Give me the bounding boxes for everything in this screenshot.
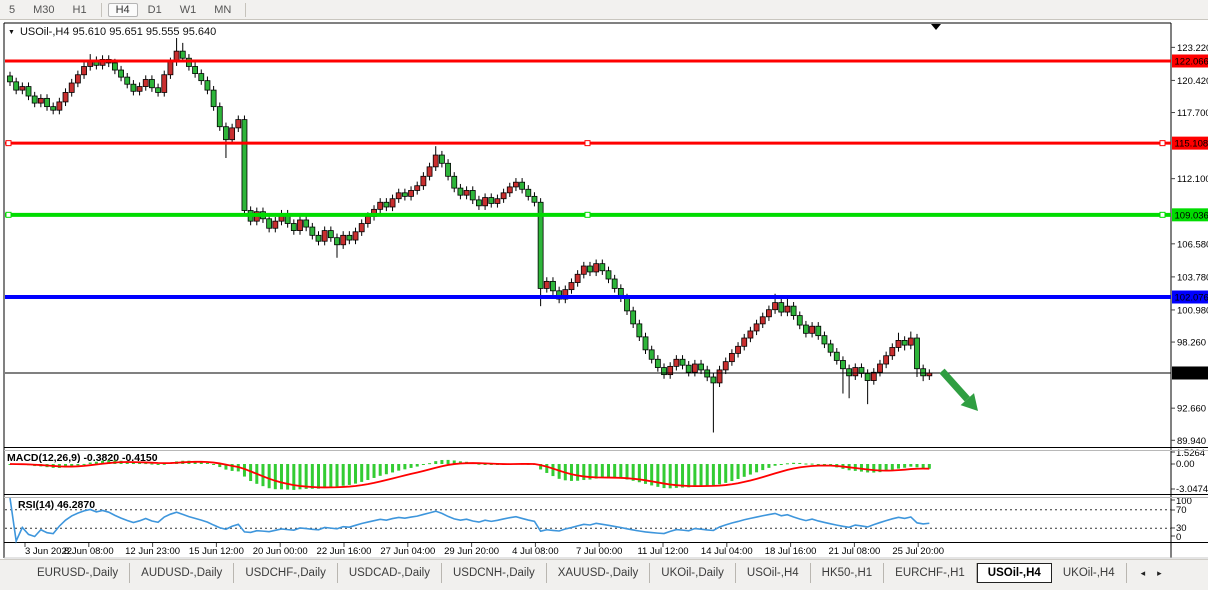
tab-xauusd-daily[interactable]: XAUUSD-,Daily bbox=[547, 563, 651, 583]
price-line-label-text: 122.066 bbox=[1175, 56, 1208, 67]
chart-borders bbox=[3, 22, 1208, 559]
timeframe-h4[interactable]: H4 bbox=[107, 2, 138, 17]
timeframe-toolbar: 5 M30 H1 H4 D1 W1 MN bbox=[0, 0, 1208, 20]
price-line-label bbox=[1172, 136, 1208, 150]
price-tick-label: 106.580 bbox=[1177, 239, 1208, 250]
time-tick-label: 18 Jul 16:00 bbox=[765, 546, 817, 557]
tab-scroll-controls: ◂ ▸ bbox=[1135, 563, 1168, 584]
price-line-label-text: 102.076 bbox=[1175, 293, 1208, 304]
time-tick-label: 12 Jun 23:00 bbox=[125, 546, 180, 557]
time-tick-label: 11 Jul 12:00 bbox=[637, 546, 688, 557]
time-tick-label: 25 Jul 20:00 bbox=[892, 546, 944, 557]
price-line-label bbox=[1172, 208, 1208, 222]
price-line-label-text: 115.108 bbox=[1175, 139, 1208, 150]
tab-scroll-right-icon[interactable]: ▸ bbox=[1157, 568, 1162, 578]
macd-axis-zero: 0.00 bbox=[1176, 459, 1195, 470]
rsi-axis-100: 100 bbox=[1176, 496, 1192, 507]
time-tick-label: 27 Jun 04:00 bbox=[380, 546, 435, 557]
line-selection-handle[interactable] bbox=[584, 211, 591, 218]
rsi-axis-0: 0 bbox=[1176, 532, 1181, 543]
time-tick-label: 7 Jul 00:00 bbox=[576, 546, 622, 557]
timeframe-h1[interactable]: H1 bbox=[72, 3, 87, 16]
tab-usdchf-daily[interactable]: USDCHF-,Daily bbox=[234, 563, 338, 583]
price-tick-label: 112.100 bbox=[1177, 174, 1208, 185]
rsi-axis-70: 70 bbox=[1176, 505, 1187, 516]
price-line-label bbox=[1172, 54, 1208, 68]
symbol-tab-bar: EURUSD-,Daily AUDUSD-,Daily USDCHF-,Daily U… bbox=[0, 559, 1208, 590]
tab-usdcad-daily[interactable]: USDCAD-,Daily bbox=[338, 563, 442, 583]
time-tick-label: 8 Jun 08:00 bbox=[64, 546, 114, 557]
timeframe-d1[interactable]: D1 bbox=[147, 3, 162, 16]
time-tick-label: 20 Jun 00:00 bbox=[253, 546, 308, 557]
timeframe-mn[interactable]: MN bbox=[214, 3, 232, 16]
price-tick-label: 123.220 bbox=[1177, 43, 1208, 54]
timeframe-5[interactable]: 5 bbox=[9, 3, 16, 16]
time-tick-label: 14 Jul 04:00 bbox=[701, 546, 753, 557]
macd-signal-line bbox=[9, 460, 930, 489]
price-tick-label: 120.420 bbox=[1177, 76, 1208, 87]
line-selection-handle[interactable] bbox=[584, 140, 591, 147]
chart-area[interactable]: MACD(12,26,9) -0.3820 -0.4150 RSI(14) 46… bbox=[0, 0, 1208, 559]
time-tick-label: 29 Jun 20:00 bbox=[444, 546, 499, 557]
candlestick-series bbox=[7, 34, 933, 433]
trend-arrow-annotation[interactable] bbox=[939, 368, 978, 411]
line-selection-handle[interactable] bbox=[1159, 211, 1166, 218]
time-tick-label: 4 Jul 08:00 bbox=[512, 546, 558, 557]
price-tick-label: 103.780 bbox=[1177, 272, 1208, 283]
macd-axis-max: 1.5264 bbox=[1176, 448, 1205, 459]
price-tick-label: 100.980 bbox=[1177, 305, 1208, 316]
horizontal-lines[interactable]: 122.066 115.108 109.036 102.076 95.640 bbox=[5, 54, 1208, 380]
tab-ukoil-h4[interactable]: UKOil-,H4 bbox=[1052, 563, 1127, 583]
tab-hk50-h1[interactable]: HK50-,H1 bbox=[811, 563, 885, 583]
time-tick-label: 21 Jul 08:00 bbox=[829, 546, 881, 557]
tab-eurusd-daily[interactable]: EURUSD-,Daily bbox=[26, 563, 131, 583]
time-tick-label: 3 Jun 2022 bbox=[25, 546, 72, 557]
tab-ukoil-daily[interactable]: UKOil-,Daily bbox=[650, 563, 736, 583]
price-line-label-text: 109.036 bbox=[1175, 210, 1208, 221]
rsi-line bbox=[9, 497, 930, 544]
tab-usoil-h4[interactable]: USOil-,H4 bbox=[736, 563, 811, 583]
price-line-label bbox=[1172, 366, 1208, 380]
time-tick-label: 15 Jun 12:00 bbox=[189, 546, 244, 557]
price-axis: 123.220 120.420 117.700 112.100 106.580 103.7… bbox=[1171, 43, 1208, 447]
chart-shift-marker[interactable] bbox=[931, 24, 941, 30]
macd-series bbox=[8, 459, 931, 490]
timeframe-m30[interactable]: M30 bbox=[33, 3, 55, 16]
price-line-label bbox=[1172, 290, 1208, 304]
timeframe-w1[interactable]: W1 bbox=[179, 3, 197, 16]
tab-audusd-daily[interactable]: AUDUSD-,Daily bbox=[130, 563, 235, 583]
rsi-axis-30: 30 bbox=[1176, 523, 1187, 534]
rsi-label: RSI(14) 46.2870 bbox=[18, 499, 95, 511]
price-tick-label: 89.940 bbox=[1177, 436, 1206, 447]
line-selection-handle[interactable] bbox=[5, 140, 12, 147]
tab-eurchf-h1[interactable]: EURCHF-,H1 bbox=[884, 563, 977, 583]
toolbar-separator bbox=[100, 2, 102, 17]
price-tick-label: 117.700 bbox=[1177, 108, 1208, 119]
line-selection-handle[interactable] bbox=[1159, 140, 1166, 147]
toolbar-separator bbox=[245, 2, 247, 17]
rsi-pane bbox=[5, 497, 1171, 544]
price-tick-label: 98.260 bbox=[1177, 338, 1206, 349]
symbol-triangle-icon: ▼ bbox=[8, 28, 15, 36]
tab-scroll-left-icon[interactable]: ◂ bbox=[1140, 568, 1146, 578]
macd-axis-min: -3.0474 bbox=[1176, 484, 1208, 495]
time-tick-label: 22 Jun 16:00 bbox=[317, 546, 372, 557]
line-selection-handle[interactable] bbox=[5, 211, 12, 218]
tab-usdcnh-daily[interactable]: USDCNH-,Daily bbox=[442, 563, 547, 583]
chart-title-row: ▼ USOil-,H4 95.610 95.651 95.555 95.640 bbox=[8, 26, 217, 38]
price-line-label-text: 95.640 bbox=[1175, 368, 1204, 379]
tab-usoil-h4[interactable]: USOil-,H4 bbox=[976, 563, 1052, 583]
price-tick-label: 92.660 bbox=[1177, 404, 1206, 415]
chart-title: USOil-,H4 95.610 95.651 95.555 95.640 bbox=[19, 26, 217, 38]
